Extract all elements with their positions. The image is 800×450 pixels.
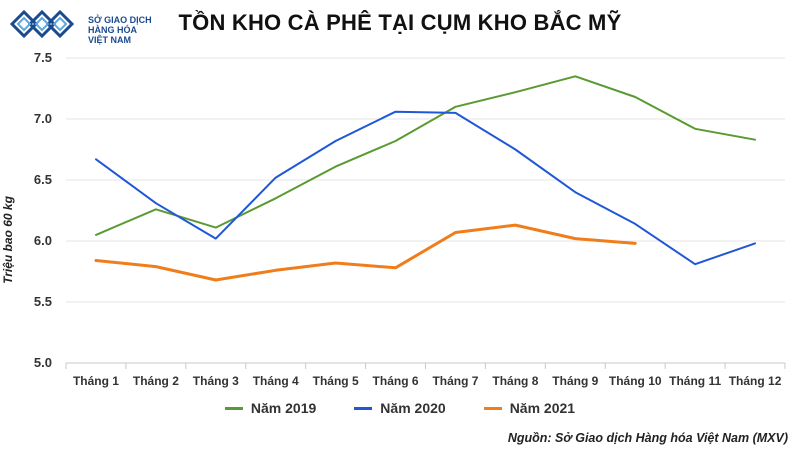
logo-line-1: SỞ GIAO DỊCH — [88, 15, 152, 25]
x-tick-label: Tháng 4 — [253, 374, 299, 388]
legend-swatch-2020 — [354, 406, 373, 410]
legend-swatch-2019 — [224, 406, 243, 410]
x-tick-label: Tháng 11 — [669, 374, 721, 388]
x-tick-label: Tháng 12 — [729, 374, 782, 388]
x-tick-label: Tháng 3 — [193, 374, 239, 388]
y-tick-label: 5.5 — [34, 294, 52, 309]
logo-text: SỞ GIAO DỊCH HÀNG HÓA VIỆT NAM — [88, 15, 152, 45]
x-tick-label: Tháng 9 — [552, 374, 598, 388]
logo-line-2: HÀNG HÓA — [88, 25, 137, 35]
y-tick-label: 7.5 — [34, 50, 52, 65]
y-tick-label: 7.0 — [34, 111, 52, 126]
mxv-diamond-logo-icon — [9, 9, 75, 39]
x-tick-label: Tháng 2 — [133, 374, 179, 388]
x-tick-label: Tháng 10 — [609, 374, 662, 388]
legend-item-2019: Năm 2019 — [224, 400, 317, 416]
legend-label-2021: Năm 2021 — [509, 400, 576, 416]
legend-item-2020: Năm 2020 — [354, 400, 446, 416]
x-tick-label: Tháng 6 — [373, 374, 419, 388]
logo: SỞ GIAO DỊCH HÀNG HÓA VIỆT NAM — [8, 6, 208, 46]
series-line-năm-2019 — [95, 75, 756, 236]
x-tick-label: Tháng 8 — [492, 374, 538, 388]
x-tick-label: Tháng 7 — [432, 374, 478, 388]
y-tick-label: 6.0 — [34, 233, 52, 248]
legend-item-2021: Năm 2021 — [483, 400, 576, 416]
legend-label-2020: Năm 2020 — [380, 400, 446, 416]
legend-label-2019: Năm 2019 — [250, 400, 317, 416]
logo-line-3: VIỆT NAM — [88, 35, 132, 45]
series-line-năm-2021 — [94, 223, 637, 282]
x-tick-label: Tháng 5 — [313, 374, 359, 388]
y-tick-label: 6.5 — [34, 172, 52, 187]
legend-swatch-2021 — [483, 406, 502, 410]
legend: Năm 2019 Năm 2020 Năm 2021 — [0, 400, 800, 416]
source-note: Nguồn: Sở Giao dịch Hàng hóa Việt Nam (M… — [507, 431, 788, 445]
y-tick-label: 5.0 — [34, 355, 52, 370]
chart-title: TỒN KHO CÀ PHÊ TẠI CỤM KHO BẮC MỸ — [178, 10, 622, 35]
x-tick-label: Tháng 1 — [73, 374, 119, 388]
series-line-năm-2020 — [95, 110, 756, 266]
